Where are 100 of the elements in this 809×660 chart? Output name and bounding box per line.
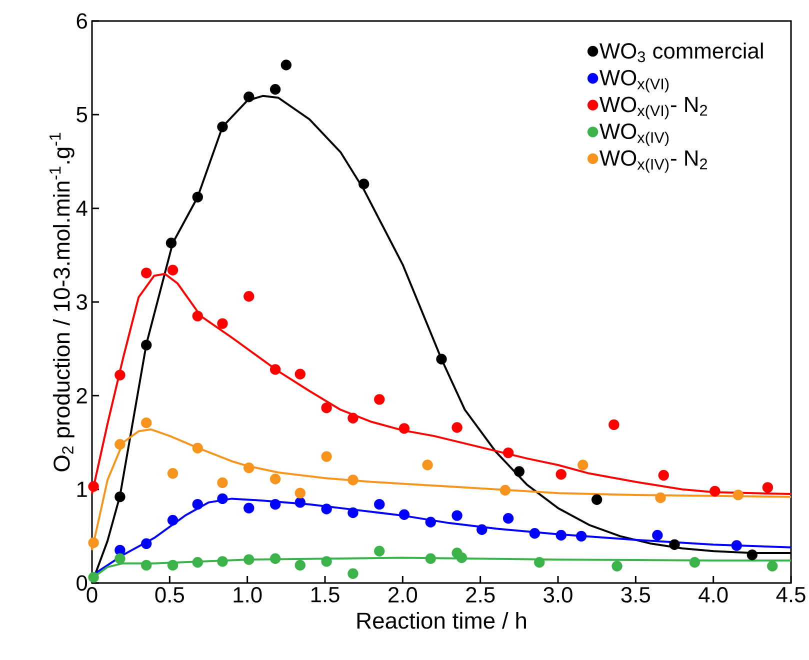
point: [652, 530, 663, 541]
point: [244, 502, 254, 514]
x-tick-label: 2.5: [466, 587, 495, 603]
point: [114, 491, 126, 502]
point: [280, 60, 292, 70]
y-tick-label: 0: [76, 575, 88, 591]
point: [374, 498, 385, 510]
point: [217, 318, 228, 329]
point: [167, 264, 178, 276]
point: [167, 468, 178, 479]
y-tick-label: 3: [76, 294, 87, 310]
point: [358, 178, 370, 190]
point: [398, 509, 410, 520]
point: [612, 560, 622, 572]
point: [141, 538, 152, 550]
point: [88, 481, 99, 492]
x-tick-label: 0.5: [155, 587, 184, 603]
point: [767, 560, 778, 572]
point: [321, 451, 332, 462]
point: [270, 498, 281, 510]
point: [270, 474, 281, 484]
y-tick-label: 1: [77, 482, 87, 497]
point: [217, 493, 228, 504]
point: [321, 556, 332, 567]
point: [294, 488, 306, 498]
point: [425, 516, 436, 528]
point: [321, 402, 332, 414]
point: [192, 442, 203, 454]
point: [746, 550, 758, 560]
point: [529, 528, 540, 539]
legend-label: WO$_{x(IV)}$- N$_{2}$: [600, 150, 708, 173]
point: [270, 84, 281, 95]
point: [114, 439, 126, 450]
legend-label: WO$_{x(IV)}$: [600, 124, 669, 146]
point: [217, 477, 228, 488]
point: [88, 537, 99, 548]
x-tick-label: 3.5: [621, 587, 650, 603]
point: [425, 553, 436, 564]
point: [710, 486, 720, 497]
y-tick-label: 5: [76, 107, 88, 122]
point: [192, 557, 203, 568]
point: [578, 460, 588, 470]
point: [217, 121, 228, 132]
x-tick-label: 3.0: [544, 587, 572, 603]
point: [348, 474, 358, 486]
point: [608, 419, 620, 430]
point: [534, 557, 545, 568]
point: [422, 460, 433, 470]
point: [167, 514, 178, 526]
point: [658, 470, 669, 481]
point: [374, 546, 385, 557]
point: [192, 192, 203, 202]
x-tick-label: 2.0: [388, 587, 418, 603]
point: [141, 560, 152, 571]
point: [88, 572, 99, 583]
point: [502, 447, 514, 458]
point: [270, 553, 281, 564]
legend-label: WO$_{3}$ commercial: [600, 42, 763, 62]
y-tick-label: 4: [76, 200, 88, 216]
point: [244, 554, 254, 565]
point: [348, 507, 358, 518]
point: [669, 539, 680, 550]
point: [114, 370, 126, 380]
point: [689, 557, 700, 568]
x-axis-title: Reaction time / h: [357, 612, 526, 629]
point: [655, 492, 666, 504]
point: [502, 513, 514, 524]
point: [294, 497, 306, 508]
x-tick-label: 4.5: [776, 587, 806, 602]
point: [244, 92, 254, 102]
point: [192, 498, 203, 510]
point: [192, 310, 203, 322]
point: [141, 268, 152, 278]
legend-label: WO$_{x(VI)}$- N$_{2}$: [600, 96, 708, 120]
y-tick-label: 6: [76, 13, 87, 29]
point: [591, 494, 602, 505]
point: [321, 504, 332, 514]
point: [556, 530, 566, 541]
point: [762, 482, 774, 493]
point: [270, 364, 281, 375]
point: [217, 556, 228, 567]
point: [731, 540, 742, 551]
point: [166, 238, 177, 248]
point: [398, 423, 410, 434]
point: [500, 484, 511, 496]
point: [452, 422, 462, 433]
x-tick-label: 1.0: [234, 587, 262, 603]
point: [348, 568, 358, 579]
point: [732, 490, 744, 500]
point: [167, 560, 178, 571]
point: [514, 466, 525, 477]
point: [114, 544, 126, 556]
point: [141, 340, 152, 350]
point: [348, 412, 358, 424]
point: [556, 468, 566, 480]
y-axis-title: O$_{2}$ production / 10-3.mol.min$^{-1}$.g$^{-1}$: [50, 132, 74, 472]
point: [436, 354, 447, 364]
point: [114, 553, 126, 564]
point: [294, 560, 306, 571]
point: [141, 417, 152, 428]
